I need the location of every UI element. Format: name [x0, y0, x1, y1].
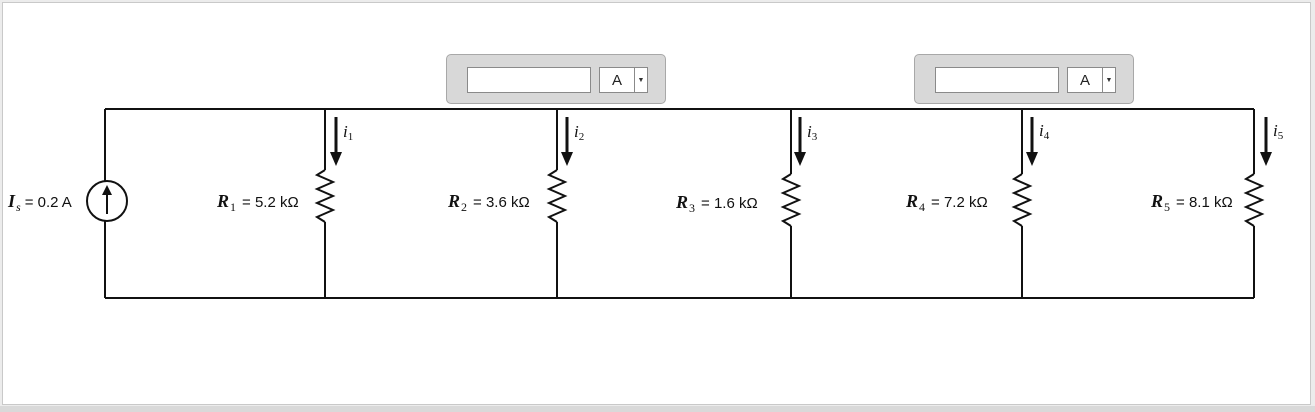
current-4-subscript: 4: [1043, 130, 1050, 142]
resistor-3-label: R3 = 1.6 kΩ: [676, 192, 758, 215]
resistor-5-symbol: R: [1151, 191, 1164, 211]
answer-2-unit-value: A: [1079, 71, 1090, 89]
resistor-4-label: R4 = 7.2 kΩ: [906, 191, 988, 214]
current-5-arrowhead: [1260, 152, 1272, 166]
current-3-arrowhead: [794, 152, 806, 166]
panel-bottom-border: [0, 406, 1315, 412]
current-1-arrowhead: [330, 152, 342, 166]
resistor-2-label: R2 = 3.6 kΩ: [448, 191, 530, 214]
answer-box-2: A ▼: [914, 54, 1134, 104]
resistor-1-subscript: 1: [230, 200, 237, 214]
current-2-label: i2: [574, 122, 585, 143]
current-5-subscript: 5: [1277, 130, 1284, 142]
current-4-symbol: i: [1039, 121, 1044, 140]
resistor-3-zigzag: [780, 173, 802, 227]
source-symbol: I: [8, 191, 16, 211]
current-1-label: i1: [343, 122, 354, 143]
current-3-symbol: i: [807, 122, 812, 141]
resistor-1-zigzag: [314, 169, 336, 223]
resistor-1-label: R1 = 5.2 kΩ: [217, 191, 299, 214]
resistor-5-zigzag: [1243, 173, 1265, 227]
resistor-4-value: = 7.2 kΩ: [931, 194, 988, 211]
current-2-symbol: i: [574, 122, 579, 141]
current-3-subscript: 3: [811, 131, 818, 143]
resistor-5-value: = 8.1 kΩ: [1176, 194, 1233, 211]
current-5-label: i5: [1273, 121, 1284, 142]
answer-2-unit-select[interactable]: A ▼: [1067, 67, 1116, 93]
source-value: = 0.2 A: [24, 194, 72, 211]
current-1-subscript: 1: [347, 131, 354, 143]
source-label: Is = 0.2 A: [8, 191, 72, 214]
answer-1-unit-select[interactable]: A ▼: [599, 67, 648, 93]
resistor-3-value: = 1.6 kΩ: [701, 195, 758, 212]
current-1-symbol: i: [343, 122, 348, 141]
current-source-symbol: [86, 180, 128, 222]
answer-box-1: A ▼: [446, 54, 666, 104]
current-source-arrowhead: [102, 185, 112, 195]
resistor-3-subscript: 3: [689, 201, 696, 215]
resistor-4-subscript: 4: [919, 200, 926, 214]
resistor-1-symbol: R: [217, 191, 230, 211]
answer-1-unit-value: A: [611, 71, 622, 89]
resistor-1-value: = 5.2 kΩ: [242, 194, 299, 211]
resistor-5-label: R5 = 8.1 kΩ: [1151, 191, 1233, 214]
resistor-2-value: = 3.6 kΩ: [473, 194, 530, 211]
resistor-4-symbol: R: [906, 191, 919, 211]
answer-2-input[interactable]: [935, 67, 1059, 93]
resistor-2-subscript: 2: [461, 200, 468, 214]
current-2-arrowhead: [561, 152, 573, 166]
current-4-label: i4: [1039, 121, 1050, 142]
source-subscript: s: [16, 200, 21, 214]
resistor-2-zigzag: [546, 169, 568, 223]
current-3-label: i3: [807, 122, 818, 143]
current-5-symbol: i: [1273, 121, 1278, 140]
current-4-arrowhead: [1026, 152, 1038, 166]
resistor-2-symbol: R: [448, 191, 461, 211]
current-2-subscript: 2: [578, 131, 585, 143]
answer-1-input[interactable]: [467, 67, 591, 93]
resistor-5-subscript: 5: [1164, 200, 1171, 214]
resistor-4-zigzag: [1011, 173, 1033, 227]
chevron-down-icon: ▼: [634, 68, 647, 92]
resistor-3-symbol: R: [676, 192, 689, 212]
chevron-down-icon: ▼: [1102, 68, 1115, 92]
